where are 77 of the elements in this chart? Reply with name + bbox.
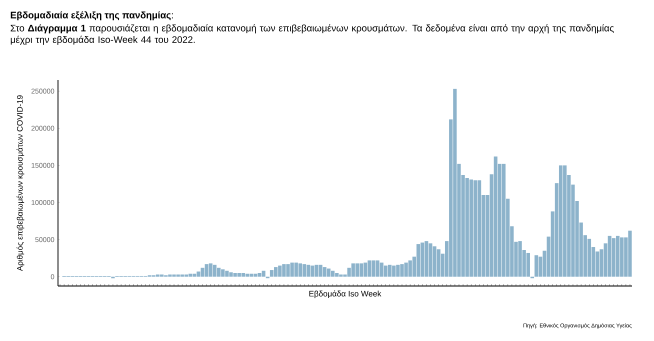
bar <box>494 156 498 277</box>
bar <box>306 264 310 277</box>
bar <box>286 264 290 277</box>
bar <box>608 236 612 277</box>
bar <box>612 238 616 277</box>
bar <box>368 260 372 277</box>
bar <box>408 260 412 277</box>
bar <box>237 273 241 277</box>
bar <box>326 268 331 277</box>
bar <box>372 260 376 277</box>
bar <box>208 263 212 277</box>
bar <box>404 262 408 277</box>
bar <box>502 164 506 277</box>
bar <box>302 264 306 277</box>
bar <box>278 266 282 277</box>
bar <box>335 273 339 277</box>
bar <box>436 249 440 277</box>
bar <box>262 270 266 277</box>
bar <box>355 263 360 277</box>
bar <box>628 230 632 277</box>
x-axis-title: Εβδομάδα Iso Week <box>309 290 382 298</box>
bar <box>428 243 432 277</box>
bar <box>270 270 274 277</box>
bar <box>200 268 204 277</box>
bar <box>478 180 482 277</box>
bar <box>196 272 200 277</box>
bar <box>314 264 318 277</box>
bar <box>432 246 436 277</box>
chart-subtitle: Στο Διάγραμμα 1 παρουσιάζεται η εβδομαδιαία κατανομή των επιβεβαιωμένων κρουσμάτων. Τα δεδομένα είναι από την αρχή της πανδημίας μέχρι την εβδομάδα Iso-Week 44 του 2022. <box>10 24 614 45</box>
bar <box>229 272 233 277</box>
bar <box>473 180 478 277</box>
chart-title: Εβδομαδιαία εξέλιξη της πανδημίας: <box>10 11 173 20</box>
bar <box>587 238 592 277</box>
bar <box>396 264 400 277</box>
y-axis-title: Αριθμός επιβεβαιωμένων κρουσμάτων COVID-19 <box>16 95 24 272</box>
bar <box>274 267 278 277</box>
bar <box>204 264 208 277</box>
bar <box>258 273 262 277</box>
bar <box>330 270 335 277</box>
bar <box>347 268 351 277</box>
bar <box>534 255 538 277</box>
bar <box>563 165 567 277</box>
bar <box>420 242 424 277</box>
bar <box>558 165 563 277</box>
bar <box>322 267 326 277</box>
bar <box>282 264 286 277</box>
bar <box>392 266 396 277</box>
bar <box>241 273 246 277</box>
bar <box>380 262 384 277</box>
bar <box>616 236 620 277</box>
bar <box>596 251 600 277</box>
bar <box>172 274 176 277</box>
bar <box>351 263 355 277</box>
bar <box>310 266 314 277</box>
bar <box>453 88 457 277</box>
bar <box>212 264 217 277</box>
bar <box>294 262 298 277</box>
bar <box>217 268 221 277</box>
bar <box>416 244 420 277</box>
bar <box>620 237 624 277</box>
bar <box>518 241 522 277</box>
bar <box>318 264 322 277</box>
bar <box>359 263 364 277</box>
bar <box>298 263 302 277</box>
bar <box>384 266 388 277</box>
bar <box>388 264 392 277</box>
bar <box>290 262 294 277</box>
bar <box>376 260 380 277</box>
bar <box>233 273 237 277</box>
bar <box>400 264 404 277</box>
bar <box>465 178 469 277</box>
bar <box>225 270 229 277</box>
bar <box>221 269 225 277</box>
bar <box>526 252 530 277</box>
bar <box>364 262 368 277</box>
bar <box>469 179 473 277</box>
bar <box>424 241 428 277</box>
